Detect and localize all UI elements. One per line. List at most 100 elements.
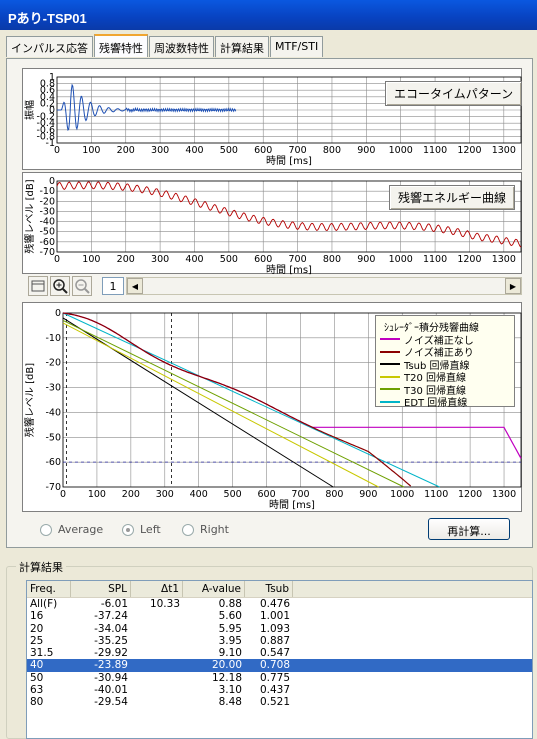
table-row[interactable]: All(F) -6.01 10.33 0.88 0.476: [27, 598, 532, 610]
x-tick-label: 700: [289, 254, 307, 265]
table-row[interactable]: 40 -23.89 20.00 0.708: [27, 659, 532, 672]
x-tick-label: 300: [151, 254, 169, 265]
echo-waveform: [57, 83, 237, 132]
radio-average-label: Average: [58, 523, 104, 536]
legend-item: T30 回帰直線: [380, 383, 510, 397]
plot-frame: [62, 312, 522, 488]
x-tick-label: 300: [156, 489, 174, 500]
y-tick-label: 0: [49, 105, 55, 116]
table-row[interactable]: 80 -29.54 8.48 0.521: [27, 696, 532, 708]
x-axis-label: 時間 [ms]: [269, 499, 315, 511]
legend-item: ノイズ補正あり: [380, 346, 510, 359]
column-dt1[interactable]: Δt1: [131, 581, 183, 597]
table-row[interactable]: 50 -30.94 12.18 0.775: [27, 672, 532, 684]
y-tick-label: -70: [45, 482, 61, 493]
x-tick-label: 700: [289, 145, 307, 156]
x-tick-label: 1200: [457, 254, 481, 265]
energy-curve-graph: 0 100 200 300 400 500 600 700 800 900 1000 1100 1200…: [22, 172, 522, 275]
table-row[interactable]: 25 -35.25 3.95 0.887: [27, 635, 532, 647]
table-cell: 0.476: [259, 598, 290, 610]
table-cell: 9.10: [218, 647, 242, 660]
x-tick-label: 0: [60, 489, 66, 500]
x-tick-label: 100: [88, 489, 106, 500]
tab-frequency-response[interactable]: 周波数特性: [149, 36, 214, 57]
table-cell: 20.00: [211, 659, 242, 672]
x-tick-label: 400: [185, 145, 203, 156]
zoom-in-icon[interactable]: [50, 276, 70, 296]
radio-average[interactable]: Average: [40, 523, 103, 536]
legend-label: T20 回帰直線: [404, 373, 467, 385]
echo-time-pattern-button[interactable]: エコータイムパターン: [385, 81, 523, 106]
y-tick-label: -0.4: [36, 118, 55, 129]
table-cell: All(F): [30, 598, 58, 610]
radio-average-indicator: [40, 523, 52, 536]
y-tick-label: -30: [45, 383, 61, 394]
energy-curve: [56, 181, 522, 248]
table-cell: 25: [30, 634, 44, 647]
x-axis-label: 時間 [ms]: [266, 155, 312, 167]
table-cell: [131, 659, 183, 671]
table-cell: [131, 696, 183, 708]
x-tick-label: 1300: [492, 145, 516, 156]
plot-frame: [56, 180, 522, 253]
column-a-value[interactable]: A-value: [183, 581, 245, 597]
table-cell: -37.24: [94, 610, 128, 623]
y-tick-label: -40: [45, 407, 61, 418]
table-row[interactable]: 20 -34.04 5.95 1.093: [27, 623, 532, 635]
scroll-left-icon[interactable]: ◀: [127, 278, 143, 294]
x-tick-label: 1300: [492, 489, 516, 500]
recalculate-button[interactable]: 再計算...: [428, 518, 510, 540]
tab-calculation-results[interactable]: 計算結果: [215, 36, 269, 57]
x-axis-label: 時間 [ms]: [266, 264, 312, 275]
energy-curve-button[interactable]: 残響エネルギー曲線: [389, 185, 516, 210]
zoom-out-icon[interactable]: [72, 276, 92, 296]
table-cell: 0.887: [259, 634, 290, 647]
y-tick-label: -0.2: [36, 112, 55, 123]
radio-right[interactable]: Right: [182, 523, 229, 536]
fit-icon[interactable]: [28, 276, 48, 296]
tab-impulse-response[interactable]: インパルス応答: [6, 36, 93, 57]
page-number-field[interactable]: 1: [102, 277, 124, 295]
tab-reverberation[interactable]: 残響特性: [94, 34, 148, 57]
column-tsub[interactable]: Tsub: [245, 581, 293, 597]
x-tick-label: 1000: [389, 254, 413, 265]
results-table[interactable]: Freq. SPL Δt1 A-value Tsub All(F) -6.01 10…: [26, 580, 533, 739]
tab-strip: インパルス応答 残響特性 周波数特性 計算結果 MTF/STI: [6, 34, 324, 58]
x-tick-label: 400: [185, 254, 203, 265]
legend-item: ノイズ補正なし: [380, 333, 510, 347]
table-cell: -35.25: [94, 634, 128, 647]
table-cell: 0.437: [259, 684, 290, 697]
table-row[interactable]: 63 -40.01 3.10 0.437: [27, 684, 532, 696]
x-tick-label: 600: [254, 254, 272, 265]
column-freq[interactable]: Freq.: [27, 581, 71, 597]
scroll-right-icon[interactable]: ▶: [505, 278, 521, 294]
y-axis-label: 振幅: [23, 100, 36, 120]
table-cell: 8.48: [218, 696, 242, 709]
table-cell: 12.18: [211, 671, 242, 684]
table-cell: -29.54: [94, 696, 128, 709]
radio-left[interactable]: Left: [122, 523, 161, 536]
tab-mtf-sti[interactable]: MTF/STI: [270, 36, 324, 57]
y-tick-label: -0.8: [36, 131, 55, 142]
table-cell: 0.775: [259, 671, 290, 684]
horizontal-scrollbar[interactable]: ◀ ▶: [126, 277, 522, 295]
y-tick-label: -10: [45, 333, 61, 344]
y-tick-label: -40: [39, 217, 55, 228]
table-row[interactable]: 16 -37.24 5.60 1.001: [27, 610, 532, 622]
schroeder-curve-graph: 0 100 200 300 400 500 600 700 800 900 1000 1100 1200…: [22, 302, 522, 512]
table-cell: 3.95: [218, 634, 242, 647]
y-tick-label: -60: [39, 237, 55, 248]
window-title: Pあり-TSP01: [0, 0, 537, 30]
x-tick-label: 600: [257, 489, 275, 500]
x-tick-label: 1200: [457, 145, 481, 156]
legend-swatch: [380, 338, 400, 341]
column-spl[interactable]: SPL: [71, 581, 131, 597]
table-cell: 5.95: [218, 622, 242, 635]
x-tick-label: 100: [82, 254, 100, 265]
table-cell: -23.89: [94, 659, 128, 672]
x-tick-label: 800: [325, 489, 343, 500]
x-tick-label: 200: [117, 254, 135, 265]
table-row[interactable]: 31.5 -29.92 9.10 0.547: [27, 647, 532, 659]
table-cell: 3.10: [218, 684, 242, 697]
x-tick-label: 100: [82, 145, 100, 156]
